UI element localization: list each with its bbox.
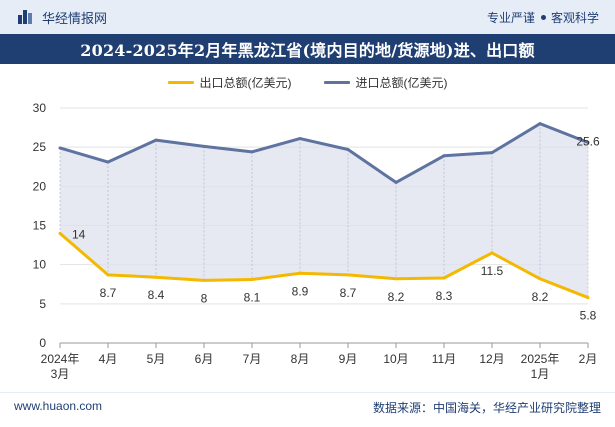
export-data-point: [154, 275, 158, 279]
export-data-point: [106, 273, 110, 277]
x-tick-label: 2月: [579, 352, 598, 366]
x-tick-label: 2024年 3月: [41, 352, 80, 381]
x-tick-label: 5月: [147, 352, 166, 366]
x-tick-label: 7月: [243, 352, 262, 366]
legend-item-import: 进口总额(亿美元): [323, 74, 448, 91]
legend-label-export: 出口总额(亿美元): [199, 76, 292, 90]
chart-title: 2024-2025年2月年黑龙江省(境内目的地/货源地)进、出口额: [0, 34, 615, 64]
legend-item-export: 出口总额(亿美元): [167, 74, 292, 91]
header-tag-2: 客观科学: [550, 10, 599, 25]
export-data-point: [586, 296, 590, 300]
header-tags: 专业严谨 客观科学: [487, 9, 599, 26]
x-tick-label: 10月: [383, 352, 408, 366]
x-tick-label: 9月: [339, 352, 358, 366]
y-tick-label: 10: [33, 258, 47, 272]
export-data-label: 8.7: [340, 286, 357, 300]
x-tick-label: 12月: [479, 352, 504, 366]
import-data-point: [394, 180, 398, 184]
export-data-label: 8.7: [100, 286, 117, 300]
import-data-point: [58, 146, 62, 150]
export-data-label: 8.2: [532, 290, 549, 304]
import-data-point: [106, 160, 110, 164]
export-data-label: 8: [201, 291, 208, 305]
import-data-point: [298, 137, 302, 141]
brand[interactable]: 华经情报网: [18, 8, 107, 27]
export-data-label: 8.2: [388, 290, 405, 304]
x-tick-label: 2025年 1月: [521, 352, 560, 381]
export-data-point: [538, 277, 542, 281]
export-data-point: [298, 271, 302, 275]
y-tick-label: 25: [33, 140, 47, 154]
legend-swatch-import: [323, 81, 350, 84]
import-data-point: [346, 148, 350, 152]
import-data-point: [202, 144, 206, 148]
bullet-icon: [540, 14, 546, 20]
export-series-line: [59, 232, 589, 299]
export-data-point: [250, 278, 254, 282]
area-between-series: [60, 123, 588, 298]
header-tag-1: 专业严谨: [486, 10, 535, 25]
x-tick-label: 6月: [195, 352, 214, 366]
brand-logo-icon: [18, 10, 34, 24]
import-data-point: [586, 140, 590, 144]
export-data-label: 8.1: [244, 291, 261, 305]
import-data-label: 25.6: [576, 134, 600, 148]
import-data-point: [250, 150, 254, 154]
export-data-label: 8.9: [292, 284, 309, 298]
header-bar: 华经情报网 专业严谨 客观科学: [0, 0, 615, 34]
legend-swatch-export: [167, 81, 194, 84]
export-data-point: [202, 278, 206, 282]
x-tick-label: 11月: [432, 352, 456, 366]
export-data-label: 5.8: [580, 309, 597, 323]
export-data-label: 14: [72, 227, 86, 241]
legend-label-import: 进口总额(亿美元): [355, 76, 448, 90]
export-data-point: [442, 276, 446, 280]
footer-source: 数据来源：中国海关，华经产业研究院整理: [372, 401, 601, 415]
footer-divider: [0, 392, 615, 393]
export-data-point: [346, 273, 350, 277]
x-tick-label: 8月: [291, 352, 310, 366]
import-series-line: [59, 122, 589, 184]
chart-legend: 出口总额(亿美元) 进口总额(亿美元): [0, 74, 615, 91]
export-data-label: 8.3: [436, 289, 453, 303]
import-data-point: [442, 154, 446, 158]
export-data-point: [394, 277, 398, 281]
y-tick-label: 30: [33, 101, 47, 115]
y-tick-label: 0: [39, 336, 46, 350]
import-data-point: [538, 122, 542, 126]
y-tick-label: 15: [33, 219, 47, 233]
footer-url[interactable]: www.huaon.com: [14, 399, 103, 413]
import-data-point: [490, 151, 494, 155]
export-data-label: 8.4: [148, 288, 165, 302]
y-tick-label: 5: [39, 297, 46, 311]
export-data-point: [490, 251, 494, 255]
import-data-point: [154, 138, 158, 142]
export-data-point: [58, 231, 62, 235]
x-tick-label: 4月: [99, 352, 118, 366]
export-data-label: 11.5: [481, 264, 504, 278]
brand-name: 华经情报网: [42, 10, 108, 26]
y-tick-label: 20: [33, 179, 47, 193]
